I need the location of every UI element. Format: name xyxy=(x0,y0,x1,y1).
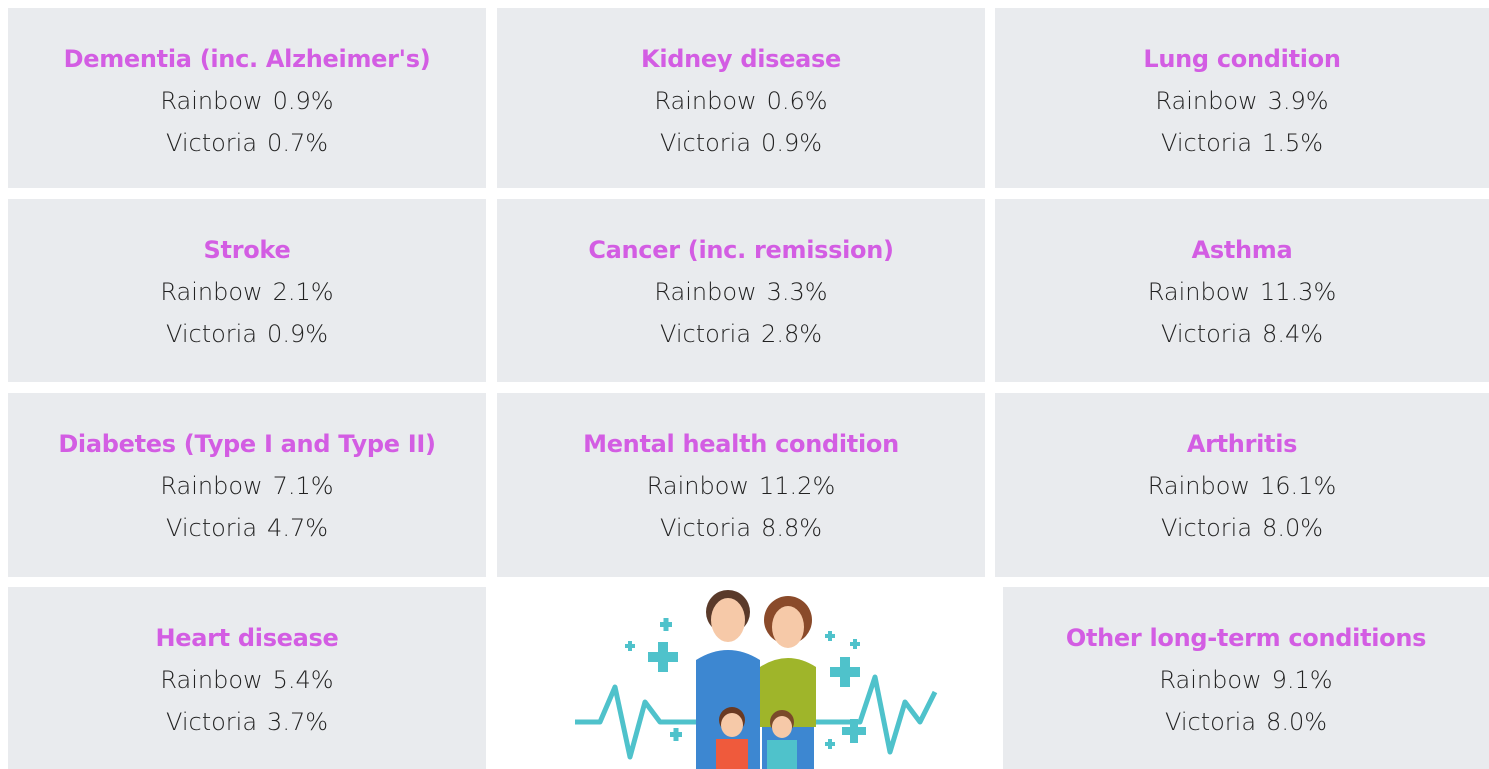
condition-title: Mental health condition xyxy=(497,423,985,465)
stat-row: Victoria 8.4% xyxy=(995,313,1489,355)
condition-title: Diabetes (Type I and Type II) xyxy=(8,423,486,465)
stat-value: 0.7% xyxy=(267,129,328,157)
stat-value: 3.7% xyxy=(267,708,328,736)
stat-label: Rainbow xyxy=(1159,666,1261,694)
stat-value: 8.4% xyxy=(1262,320,1323,348)
stat-value: 8.0% xyxy=(1262,514,1323,542)
condition-card: Arthritis Rainbow 16.1% Victoria 8.0% xyxy=(995,393,1489,577)
condition-card: Diabetes (Type I and Type II) Rainbow 7.1%… xyxy=(8,393,486,577)
stat-row: Victoria 0.7% xyxy=(8,122,486,164)
stat-row: Rainbow 0.9% xyxy=(8,80,486,122)
stat-label: Victoria xyxy=(1165,708,1256,736)
condition-card: Kidney disease Rainbow 0.6% Victoria 0.9% xyxy=(497,8,985,188)
condition-title: Kidney disease xyxy=(497,38,985,80)
condition-card: Mental health condition Rainbow 11.2% Victo… xyxy=(497,393,985,577)
stat-row: Victoria 1.5% xyxy=(995,122,1489,164)
stat-row: Victoria 8.8% xyxy=(497,507,985,549)
stat-label: Rainbow xyxy=(160,472,262,500)
stat-value: 3.9% xyxy=(1268,87,1329,115)
condition-title: Other long-term conditions xyxy=(1003,617,1489,659)
stat-row: Victoria 2.8% xyxy=(497,313,985,355)
condition-title: Dementia (inc. Alzheimer's) xyxy=(8,38,486,80)
stat-label: Victoria xyxy=(166,514,257,542)
stat-label: Rainbow xyxy=(160,87,262,115)
condition-card: Asthma Rainbow 11.3% Victoria 8.4% xyxy=(995,199,1489,382)
stat-row: Victoria 4.7% xyxy=(8,507,486,549)
stat-row: Rainbow 0.6% xyxy=(497,80,985,122)
stat-value: 7.1% xyxy=(273,472,334,500)
stat-value: 0.9% xyxy=(267,320,328,348)
stat-label: Rainbow xyxy=(1148,278,1250,306)
stat-value: 2.1% xyxy=(273,278,334,306)
condition-title: Lung condition xyxy=(995,38,1489,80)
stat-value: 1.5% xyxy=(1262,129,1323,157)
page: Dementia (inc. Alzheimer's)Rainbow0.9%Vi… xyxy=(0,0,1489,769)
condition-card: Heart disease Rainbow 5.4% Victoria 3.7% xyxy=(8,587,486,769)
stat-row: Rainbow 11.2% xyxy=(497,465,985,507)
stat-row: Victoria 0.9% xyxy=(497,122,985,164)
stat-value: 8.8% xyxy=(761,514,822,542)
stat-row: Victoria 3.7% xyxy=(8,701,486,743)
stat-row: Rainbow 2.1% xyxy=(8,271,486,313)
condition-title: Heart disease xyxy=(8,617,486,659)
condition-card: Lung condition Rainbow 3.9% Victoria 1.5% xyxy=(995,8,1489,188)
stat-value: 16.1% xyxy=(1260,472,1336,500)
stat-value: 11.2% xyxy=(759,472,835,500)
stat-value: 4.7% xyxy=(267,514,328,542)
stat-value: 11.3% xyxy=(1260,278,1336,306)
stat-row: Rainbow 7.1% xyxy=(8,465,486,507)
stat-value: 2.8% xyxy=(761,320,822,348)
stat-value: 0.9% xyxy=(273,87,334,115)
stat-label: Rainbow xyxy=(160,278,262,306)
stat-label: Victoria xyxy=(1161,320,1252,348)
condition-title: Arthritis xyxy=(995,423,1489,465)
stat-value: 3.3% xyxy=(767,278,828,306)
stat-row: Rainbow 5.4% xyxy=(8,659,486,701)
stat-label: Rainbow xyxy=(654,278,756,306)
stat-value: 9.1% xyxy=(1272,666,1333,694)
stat-row: Rainbow 11.3% xyxy=(995,271,1489,313)
stat-label: Victoria xyxy=(166,320,257,348)
stat-value: 0.6% xyxy=(767,87,828,115)
stat-label: Victoria xyxy=(166,708,257,736)
stat-label: Victoria xyxy=(660,514,751,542)
stat-label: Victoria xyxy=(660,129,751,157)
stat-row: Victoria 8.0% xyxy=(995,507,1489,549)
condition-title: Cancer (inc. remission) xyxy=(497,229,985,271)
stat-row: Rainbow 16.1% xyxy=(995,465,1489,507)
condition-card: Cancer (inc. remission) Rainbow 3.3% Victor… xyxy=(497,199,985,382)
condition-card: Other long-term conditions Rainbow 9.1% Vic… xyxy=(1003,587,1489,769)
stat-label: Rainbow xyxy=(647,472,749,500)
condition-card: Stroke Rainbow 2.1% Victoria 0.9% xyxy=(8,199,486,382)
stat-label: Rainbow xyxy=(160,666,262,694)
stat-row: Victoria 0.9% xyxy=(8,313,486,355)
stat-value: 0.9% xyxy=(761,129,822,157)
stat-label: Victoria xyxy=(1161,514,1252,542)
stat-label: Victoria xyxy=(166,129,257,157)
stat-row: Victoria 8.0% xyxy=(1003,701,1489,743)
stat-label: Rainbow xyxy=(654,87,756,115)
stat-row: Rainbow 3.9% xyxy=(995,80,1489,122)
family-illustration xyxy=(560,582,950,769)
stat-label: Rainbow xyxy=(1148,472,1250,500)
stat-value: 5.4% xyxy=(273,666,334,694)
stat-label: Victoria xyxy=(660,320,751,348)
condition-title: Stroke xyxy=(8,229,486,271)
condition-title: Asthma xyxy=(995,229,1489,271)
stat-row: Rainbow 9.1% xyxy=(1003,659,1489,701)
stat-value: 8.0% xyxy=(1266,708,1327,736)
stat-label: Rainbow xyxy=(1155,87,1257,115)
stat-label: Victoria xyxy=(1161,129,1252,157)
condition-card: Dementia (inc. Alzheimer's) Rainbow 0.9% Vi… xyxy=(8,8,486,188)
stat-row: Rainbow 3.3% xyxy=(497,271,985,313)
